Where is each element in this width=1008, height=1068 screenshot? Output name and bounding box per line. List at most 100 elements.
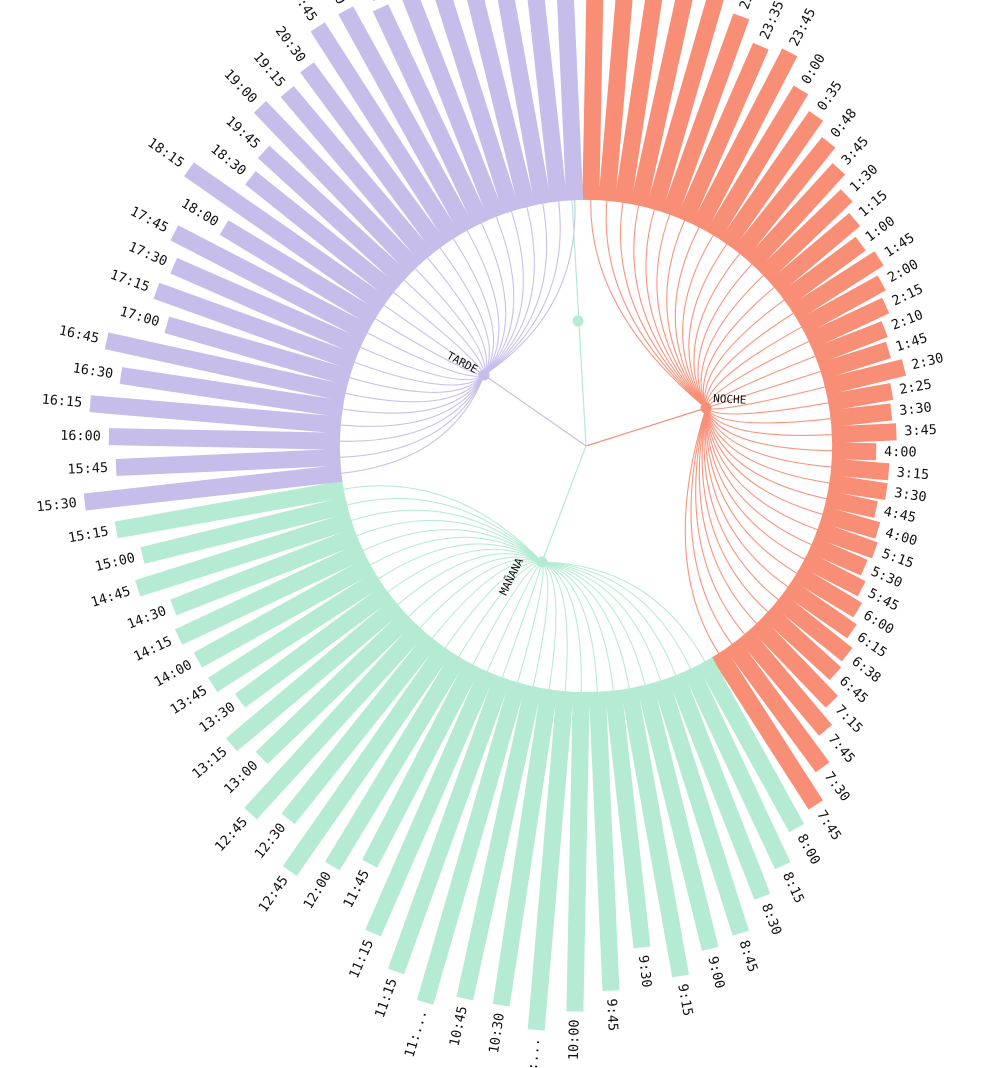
tick-label: 20:15 [353, 0, 385, 4]
link [702, 287, 775, 409]
link [397, 553, 543, 605]
tick-label: 10:45 [447, 1005, 471, 1048]
group-label: MAÑANA [497, 556, 526, 598]
tick-label: 0:48 [827, 106, 860, 141]
dendrogram-trunks [483, 199, 707, 563]
link [605, 200, 707, 409]
link [693, 253, 741, 409]
bar [757, 189, 853, 282]
bar [416, 679, 526, 1005]
bar [814, 521, 878, 559]
tick-label: 7:45 [825, 731, 858, 766]
bar [83, 464, 343, 511]
link [356, 519, 543, 563]
tick-label: 3:30 [893, 485, 928, 506]
link [682, 235, 714, 409]
tick-label: 2:30 [910, 350, 945, 373]
link [656, 214, 707, 409]
tick-label: 17:00 [118, 304, 161, 331]
link [705, 407, 833, 452]
bar [372, 4, 490, 227]
bar [226, 598, 404, 752]
bar [492, 687, 558, 1007]
bar [826, 383, 894, 412]
tick-label: 9:45 [603, 998, 620, 1031]
bar [661, 13, 750, 218]
trunk-0 [585, 407, 707, 447]
tick-label: 16:15 [41, 392, 83, 411]
bar [253, 101, 422, 275]
link [483, 201, 561, 376]
link [541, 561, 677, 676]
link [620, 202, 707, 409]
link [341, 374, 485, 474]
bar [697, 657, 805, 833]
tick-label: 15:45 [67, 460, 108, 478]
link [695, 407, 745, 635]
link [541, 561, 614, 691]
hub-node [478, 369, 490, 381]
link [483, 207, 535, 376]
bar [620, 686, 689, 978]
bar [497, 0, 552, 206]
tick-label: 12:30 [251, 820, 289, 862]
bar [652, 677, 749, 936]
tick-label: 20:00 [315, 0, 349, 7]
tick-label: 9:15 [674, 982, 695, 1017]
link [705, 407, 830, 484]
bar [614, 0, 663, 205]
tick-label: 8:15 [779, 870, 807, 906]
bar [646, 0, 724, 213]
link [590, 199, 707, 409]
tick-label: 2:25 [898, 376, 933, 397]
tick-label: 10:... [523, 1037, 543, 1068]
tick-label: 14:45 [89, 583, 133, 611]
bar [682, 665, 791, 870]
tick-label: 9:30 [635, 954, 655, 988]
bar [750, 617, 839, 708]
bar [170, 257, 365, 356]
tick-label: 1:45 [894, 330, 930, 355]
bar [527, 0, 568, 203]
link [700, 275, 764, 409]
bar [153, 282, 358, 371]
tick-label: 19:45 [222, 113, 263, 152]
bar [119, 367, 345, 418]
bar [402, 0, 505, 220]
bar [255, 610, 415, 765]
tick-label: 12:00 [300, 869, 335, 912]
bar [193, 557, 375, 668]
link [705, 407, 823, 515]
link [340, 374, 485, 427]
tick-label: 9:00 [704, 955, 727, 990]
bar [108, 428, 341, 450]
tick-label: 14:00 [151, 657, 194, 691]
bar [557, 0, 584, 201]
link [342, 374, 485, 414]
tick-label: 13:15 [189, 744, 230, 782]
bar [135, 512, 355, 597]
link [415, 268, 486, 376]
tick-label: 10:00 [566, 1019, 583, 1060]
link [351, 509, 543, 563]
bar [711, 648, 823, 810]
bar [745, 163, 846, 271]
bar [219, 220, 380, 327]
bar [362, 660, 481, 868]
tick-label: 2:15 [890, 281, 926, 309]
tick-label: 11:15 [346, 937, 377, 981]
link [354, 361, 485, 386]
tick-label: 8:00 [794, 831, 824, 867]
bar [456, 684, 542, 1001]
bar [235, 585, 393, 708]
link [541, 561, 662, 681]
link [705, 407, 827, 500]
bar [170, 225, 372, 341]
tick-label: 14:15 [131, 633, 175, 665]
link [370, 536, 543, 566]
link [541, 561, 598, 692]
tick-label: 4:45 [882, 504, 917, 527]
tick-label: 20:30 [272, 23, 309, 65]
bar [705, 85, 809, 240]
